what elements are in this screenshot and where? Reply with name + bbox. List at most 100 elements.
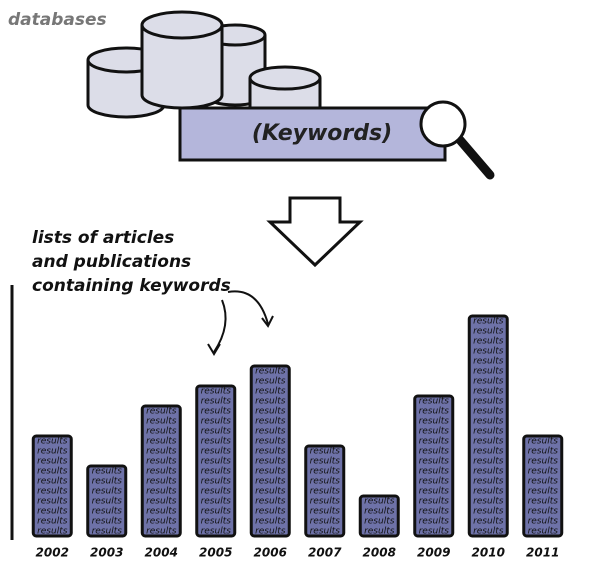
bar-text: results <box>37 447 68 457</box>
x-tick-label: 2004 <box>145 546 178 560</box>
bar-text: results <box>528 497 559 507</box>
bar-text: results <box>37 507 68 517</box>
note-arrows <box>208 291 273 354</box>
bar-text: results <box>255 427 286 437</box>
bar-text: results <box>310 527 341 537</box>
bar-text: results <box>255 487 286 497</box>
bar-text: results <box>37 497 68 507</box>
x-tick-label: 2005 <box>199 546 232 560</box>
bar-text: results <box>201 457 232 467</box>
bar-text: results <box>528 507 559 517</box>
bar-text: results <box>473 427 504 437</box>
bar-text: results <box>528 437 559 447</box>
bar-text: results <box>419 497 450 507</box>
bar-text: results <box>473 327 504 337</box>
bar-text: results <box>419 447 450 457</box>
bar-text: results <box>37 517 68 527</box>
bar-text: results <box>255 377 286 387</box>
bar-text: results <box>255 527 286 537</box>
x-tick-label: 2010 <box>472 546 505 560</box>
bar-text: results <box>310 467 341 477</box>
bar-text: results <box>419 457 450 467</box>
x-tick-label: 2006 <box>254 546 287 560</box>
bar-text: results <box>419 397 450 407</box>
bar-text: results <box>419 527 450 537</box>
bar-text: results <box>310 507 341 517</box>
bar-text: results <box>146 517 177 527</box>
keywords-label: (Keywords) <box>252 121 392 146</box>
bar-text: results <box>201 497 232 507</box>
bar-text: results <box>92 517 123 527</box>
bar-text: results <box>473 347 504 357</box>
magnifier <box>421 102 490 175</box>
bar-text: results <box>310 457 341 467</box>
bar-text: results <box>255 477 286 487</box>
x-tick-label: 2008 <box>363 546 396 560</box>
bar-text: results <box>92 507 123 517</box>
bar-text: results <box>528 467 559 477</box>
bar-text: results <box>310 497 341 507</box>
bar-text: results <box>92 477 123 487</box>
bar-text: results <box>419 507 450 517</box>
bar-text: results <box>146 497 177 507</box>
bar-text: results <box>255 367 286 377</box>
bar-text: results <box>473 407 504 417</box>
bar-text: results <box>473 507 504 517</box>
bar-text: results <box>310 477 341 487</box>
bar-text: results <box>255 437 286 447</box>
bar-text: results <box>473 467 504 477</box>
bar-text: results <box>37 467 68 477</box>
bar-text: results <box>364 507 395 517</box>
bar-text: results <box>419 407 450 417</box>
bar-text: results <box>146 407 177 417</box>
bar-text: results <box>473 527 504 537</box>
bar-text: results <box>201 487 232 497</box>
bar-text: results <box>201 387 232 397</box>
bar-text: results <box>92 497 123 507</box>
x-tick-label: 2003 <box>90 546 123 560</box>
note-line: lists of articles <box>32 228 174 248</box>
bar-text: results <box>201 447 232 457</box>
bar-text: results <box>473 517 504 527</box>
bar-text: results <box>364 497 395 507</box>
bar-text: results <box>473 437 504 447</box>
databases-label: databases <box>8 10 107 30</box>
bar-text: results <box>92 467 123 477</box>
bar-text: results <box>255 447 286 457</box>
bar-text: results <box>473 447 504 457</box>
bar-text: results <box>255 407 286 417</box>
bar-text: results <box>146 467 177 477</box>
bar-text: results <box>37 457 68 467</box>
bar-text: results <box>473 367 504 377</box>
bar-text: results <box>255 457 286 467</box>
bar-text: results <box>310 487 341 497</box>
bar-text: results <box>528 487 559 497</box>
bar-text: results <box>92 487 123 497</box>
note-line: containing keywords <box>32 276 231 296</box>
bar-text: results <box>528 517 559 527</box>
bar-text: results <box>310 517 341 527</box>
bar-text: results <box>201 467 232 477</box>
bar-text: results <box>419 417 450 427</box>
bar-text: results <box>255 497 286 507</box>
bar-text: results <box>146 487 177 497</box>
bar-text: results <box>473 317 504 327</box>
bar-text: results <box>419 427 450 437</box>
bar-text: results <box>473 337 504 347</box>
bar-text: results <box>37 487 68 497</box>
bar-text: results <box>473 397 504 407</box>
bar-text: results <box>364 517 395 527</box>
bar-text: results <box>201 517 232 527</box>
bar-text: results <box>473 497 504 507</box>
bar-text: results <box>419 477 450 487</box>
bar-text: results <box>473 417 504 427</box>
bar-text: results <box>419 467 450 477</box>
bar-text: results <box>146 437 177 447</box>
bar-text: results <box>528 457 559 467</box>
bar-text: results <box>255 397 286 407</box>
bar-text: results <box>310 447 341 457</box>
bar-text: results <box>255 517 286 527</box>
x-tick-label: 2009 <box>417 546 450 560</box>
bar-text: results <box>473 487 504 497</box>
bar-text: results <box>528 477 559 487</box>
